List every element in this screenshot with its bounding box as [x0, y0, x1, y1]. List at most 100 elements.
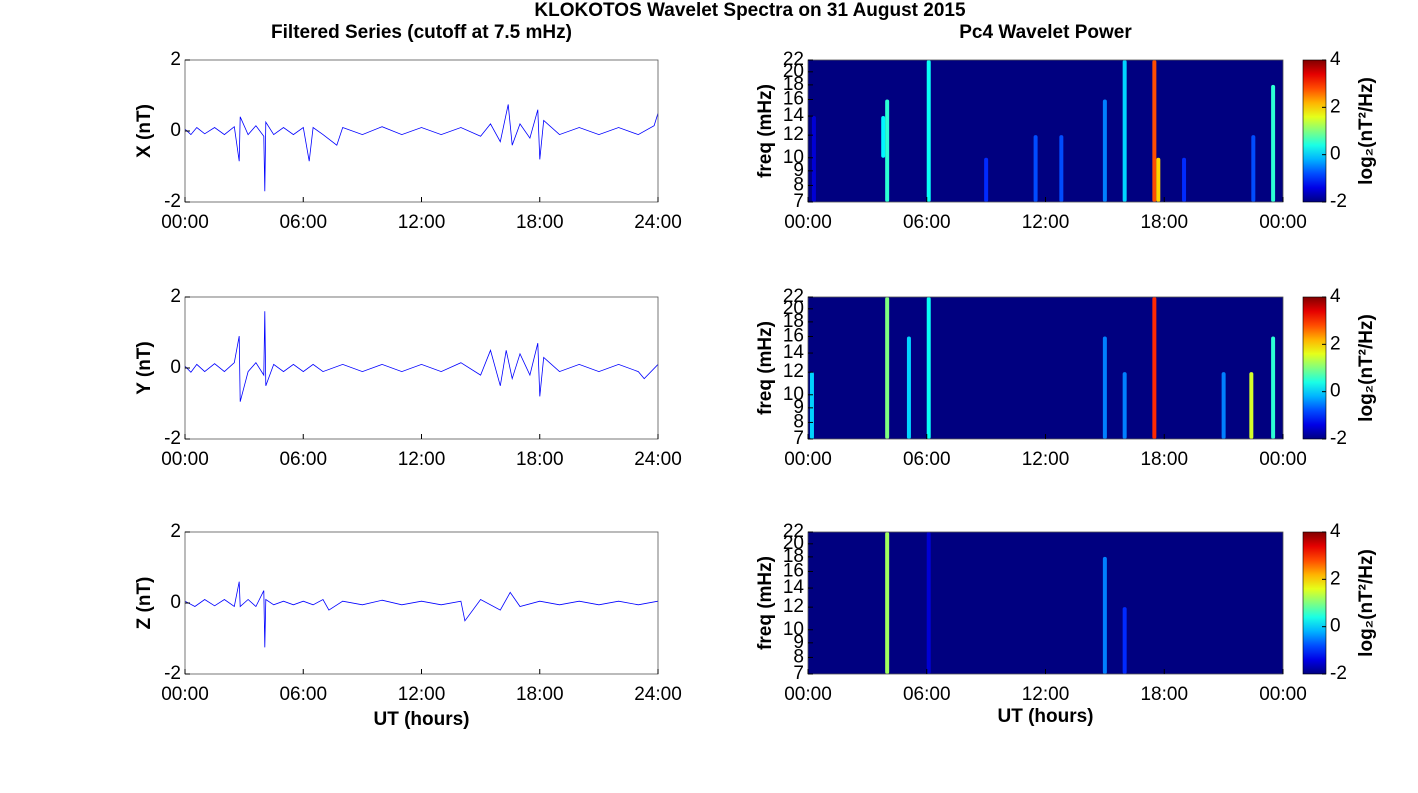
x-tick-label: 24:00 — [634, 684, 682, 705]
colorbar-tick-label: -2 — [1330, 191, 1347, 212]
colorbar-tick-label: 2 — [1330, 568, 1341, 589]
y-tick-label: 22 — [783, 49, 804, 70]
y-tick-label: 2 — [170, 521, 181, 542]
power-streak — [1249, 372, 1254, 439]
y-tick-label: 20 — [783, 533, 804, 554]
power-streak — [1221, 372, 1226, 439]
x-tick-label: 12:00 — [398, 684, 446, 705]
colorbar-tick-label: 2 — [1330, 96, 1341, 117]
x-axis-label: UT (hours) — [373, 709, 469, 730]
x-tick-label: 06:00 — [279, 449, 327, 470]
power-streak — [1271, 336, 1276, 439]
power-streak — [926, 297, 931, 439]
y-tick-label: 9 — [793, 397, 804, 418]
figure-title: KLOKOTOS Wavelet Spectra on 31 August 20… — [534, 0, 966, 21]
power-streak — [1059, 135, 1064, 202]
power-streak — [1152, 60, 1157, 202]
y-tick-label: 2 — [170, 49, 181, 70]
y-tick-label: 9 — [793, 632, 804, 653]
y-tick-label: 0 — [170, 120, 181, 141]
x-tick-label: 00:00 — [784, 212, 832, 233]
x-tick-label: 12:00 — [1022, 212, 1070, 233]
heatmap-background — [808, 60, 1283, 202]
x-tick-label: 12:00 — [1022, 684, 1070, 705]
power-streak — [881, 116, 886, 158]
colorbar-tick-label: -2 — [1330, 428, 1347, 449]
y-axis-label: freq (mHz) — [755, 321, 776, 415]
power-streak — [906, 336, 911, 439]
power-streak — [1102, 99, 1107, 202]
y-tick-label: 9 — [793, 160, 804, 181]
y-tick-label: 14 — [783, 342, 805, 363]
plot-area — [185, 60, 658, 202]
y-tick-label: 22 — [783, 521, 804, 542]
y-tick-label: -2 — [164, 191, 181, 212]
y-tick-label: 20 — [783, 298, 804, 319]
colorbar-label: log₂(nT²/Hz) — [1356, 77, 1377, 185]
x-tick-label: 00:00 — [161, 684, 209, 705]
plot-area — [808, 532, 1283, 674]
power-streak — [1182, 157, 1187, 202]
series-line — [185, 311, 658, 402]
heatmap-background — [808, 532, 1283, 674]
y-tick-label: 14 — [783, 105, 805, 126]
y-tick-label: 16 — [783, 89, 804, 110]
power-streak — [1156, 157, 1161, 202]
y-tick-label: 2 — [170, 286, 181, 307]
y-tick-label: 12 — [783, 596, 804, 617]
y-tick-label: 14 — [783, 577, 805, 598]
colorbar-label: log₂(nT²/Hz) — [1356, 549, 1377, 657]
colorbar-tick-label: 4 — [1330, 521, 1341, 542]
plot-area — [185, 532, 658, 674]
colorbar-tick-label: 0 — [1330, 381, 1341, 402]
x-tick-label: 12:00 — [1022, 449, 1070, 470]
y-axis-label: X (nT) — [134, 104, 155, 158]
y-tick-label: -2 — [164, 428, 181, 449]
y-tick-label: 18 — [783, 546, 804, 567]
x-axis-label: UT (hours) — [997, 706, 1093, 727]
x-tick-label: 00:00 — [1259, 212, 1307, 233]
power-streak — [885, 99, 890, 202]
power-streak — [1122, 372, 1127, 439]
y-tick-label: 10 — [783, 619, 804, 640]
power-streak — [811, 116, 816, 202]
power-streak — [885, 297, 890, 439]
colorbar-tick-label: -2 — [1330, 663, 1347, 684]
x-tick-label: 00:00 — [161, 449, 209, 470]
y-tick-label: 7 — [793, 191, 804, 212]
plot-background — [185, 60, 658, 202]
y-tick-label: 18 — [783, 74, 804, 95]
x-tick-label: 18:00 — [1140, 449, 1188, 470]
colorbar-tick-label: 0 — [1330, 616, 1341, 637]
power-streak — [984, 157, 989, 202]
x-tick-label: 00:00 — [784, 449, 832, 470]
y-tick-label: 0 — [170, 592, 181, 613]
plot-area — [808, 60, 1283, 202]
heatmap-background — [808, 297, 1283, 439]
x-tick-label: 06:00 — [279, 212, 327, 233]
colorbar — [1302, 296, 1327, 440]
y-tick-label: 16 — [783, 561, 804, 582]
y-tick-label: 8 — [793, 174, 804, 195]
x-tick-label: 06:00 — [903, 449, 951, 470]
x-tick-label: 00:00 — [161, 212, 209, 233]
x-tick-label: 12:00 — [398, 449, 446, 470]
y-tick-label: 7 — [793, 428, 804, 449]
power-streak — [1271, 84, 1276, 202]
colorbar-label: log₂(nT²/Hz) — [1356, 314, 1377, 422]
colorbar-tick-label: 4 — [1330, 286, 1341, 307]
plot-area — [808, 297, 1283, 439]
colorbar-tick-label: 4 — [1330, 49, 1341, 70]
x-tick-label: 06:00 — [903, 212, 951, 233]
x-tick-label: 18:00 — [516, 449, 564, 470]
y-tick-label: 12 — [783, 124, 804, 145]
y-tick-label: 22 — [783, 286, 804, 307]
y-tick-label: 8 — [793, 646, 804, 667]
y-tick-label: 16 — [783, 326, 804, 347]
y-tick-label: 12 — [783, 361, 804, 382]
power-streak — [1122, 60, 1127, 202]
power-streak — [885, 532, 890, 674]
y-tick-label: 18 — [783, 311, 804, 332]
x-tick-label: 18:00 — [1140, 684, 1188, 705]
y-axis-label: freq (mHz) — [755, 84, 776, 178]
